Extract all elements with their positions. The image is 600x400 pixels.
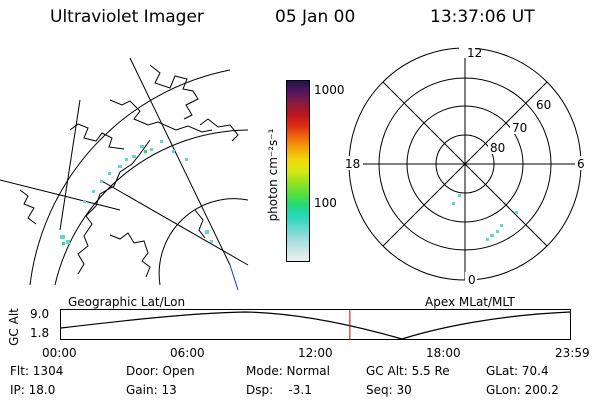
timeline-frame — [60, 309, 571, 340]
info-ip: IP: 18.0 — [10, 383, 56, 397]
info-seq: Seq: 30 — [366, 383, 412, 397]
lon-line-4 — [59, 99, 81, 231]
coastline-islands — [69, 123, 125, 150]
coastline-southeast — [194, 209, 206, 239]
info-gain: Gain: 13 — [126, 383, 177, 397]
timeline-xtick-0000: 00:00 — [42, 346, 77, 360]
timeline-xtick-2359: 23:59 — [555, 346, 590, 360]
coastline-west — [77, 139, 151, 275]
apex-polar-plot: 12 18 6 0 60 70 80 — [343, 46, 589, 287]
mlt-label-0: 0 — [468, 273, 476, 287]
aurora-emission-geo — [60, 140, 213, 244]
altitude-timeline — [60, 309, 571, 340]
mlt-label-18: 18 — [345, 157, 360, 171]
instrument-title: Ultraviolet Imager — [50, 7, 204, 27]
mlt-label-12: 12 — [467, 46, 482, 60]
colorbar — [286, 80, 310, 262]
polar-panel-label: Apex MLat/MLT — [425, 295, 515, 309]
lon-line-3 — [0, 179, 121, 211]
lat-circle-outer — [29, 69, 231, 286]
timeline-ytick-high: 9.0 — [30, 307, 50, 321]
aurora-emission-polar — [452, 194, 518, 241]
polar-diag-2 — [382, 81, 548, 247]
geographic-map — [0, 57, 249, 290]
timeline-xtick-1200: 12:00 — [298, 346, 333, 360]
colorbar-unit-label: photon cm⁻²s⁻¹ — [266, 128, 280, 222]
info-dsp: Dsp: -3.1 — [246, 383, 312, 397]
timeline-axis-title: GC Alt — [7, 308, 21, 346]
timeline-ytick-low: 1.8 — [30, 326, 50, 340]
geo-panel-label: Geographic Lat/Lon — [68, 295, 186, 309]
coastline-north — [149, 64, 199, 120]
time-label: 13:37:06 UT — [430, 7, 535, 27]
info-gc-alt: GC Alt: 5.5 Re — [366, 364, 450, 378]
info-glat: GLat: 70.4 — [486, 364, 549, 378]
timeline-xtick-1800: 18:00 — [426, 346, 461, 360]
lat-label-80: 80 — [490, 141, 505, 155]
info-flight: Flt: 1304 — [10, 364, 64, 378]
coastline-bay — [109, 232, 151, 278]
lon-line-2 — [99, 179, 249, 266]
coastline-east — [199, 118, 239, 142]
colorbar-tick-100: 100 — [314, 196, 337, 210]
timeline-xtick-0600: 06:00 — [170, 346, 205, 360]
info-glon: GLon: 200.2 — [486, 383, 559, 397]
colorbar-tick-1000: 1000 — [314, 83, 345, 97]
info-door: Door: Open — [126, 364, 195, 378]
info-mode: Mode: Normal — [246, 364, 330, 378]
lat-label-60: 60 — [536, 98, 551, 112]
coastline-arctic — [109, 99, 213, 133]
coastline-left — [19, 189, 37, 225]
lat-circle-mid — [54, 129, 249, 286]
lon-line-1 — [129, 57, 231, 266]
noon-meridian-marker — [229, 264, 239, 290]
mlt-label-6: 6 — [577, 157, 585, 171]
lat-label-70: 70 — [512, 121, 527, 135]
lat-circle-inner — [158, 198, 249, 286]
altitude-curve — [60, 311, 571, 340]
date-label: 05 Jan 00 — [275, 7, 356, 27]
